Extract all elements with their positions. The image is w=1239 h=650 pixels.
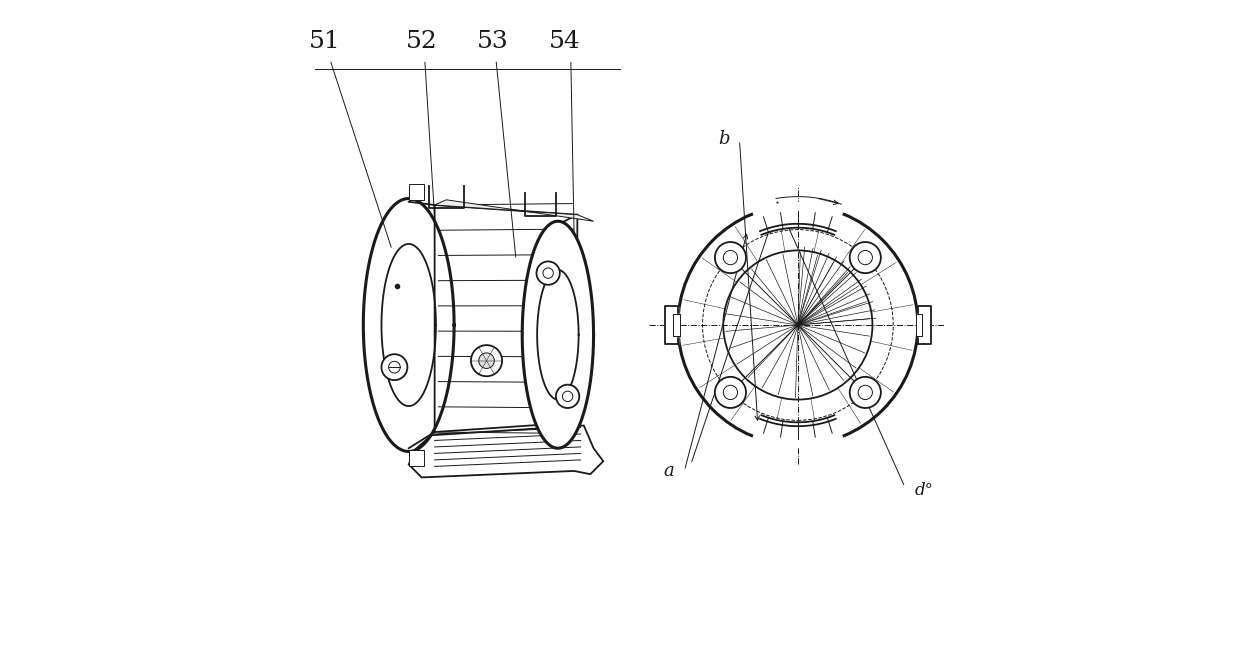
Polygon shape (916, 315, 922, 335)
Circle shape (715, 377, 746, 408)
Circle shape (859, 250, 872, 265)
Polygon shape (435, 205, 577, 432)
Circle shape (850, 377, 881, 408)
Text: 51: 51 (309, 30, 341, 53)
Polygon shape (409, 426, 603, 477)
Ellipse shape (363, 198, 455, 452)
Circle shape (715, 242, 746, 273)
Circle shape (556, 385, 580, 408)
Text: a: a (664, 462, 674, 480)
Polygon shape (673, 315, 680, 335)
Circle shape (471, 345, 502, 376)
Circle shape (724, 385, 737, 400)
Polygon shape (752, 202, 844, 235)
Polygon shape (409, 450, 424, 466)
Text: b: b (719, 131, 730, 148)
Circle shape (859, 385, 872, 400)
Polygon shape (435, 200, 593, 221)
Text: 53: 53 (477, 30, 509, 53)
Text: 54: 54 (549, 30, 580, 53)
Circle shape (389, 361, 400, 373)
Text: d°: d° (914, 482, 934, 499)
Polygon shape (522, 221, 593, 448)
Circle shape (478, 353, 494, 369)
Circle shape (382, 354, 408, 380)
Circle shape (543, 268, 554, 278)
Circle shape (563, 391, 572, 402)
Polygon shape (409, 184, 424, 200)
Polygon shape (918, 306, 930, 345)
Text: 52: 52 (406, 30, 437, 53)
Polygon shape (665, 306, 678, 345)
Circle shape (850, 242, 881, 273)
Wedge shape (678, 205, 918, 445)
Circle shape (724, 250, 737, 265)
Circle shape (536, 261, 560, 285)
Polygon shape (752, 415, 844, 448)
